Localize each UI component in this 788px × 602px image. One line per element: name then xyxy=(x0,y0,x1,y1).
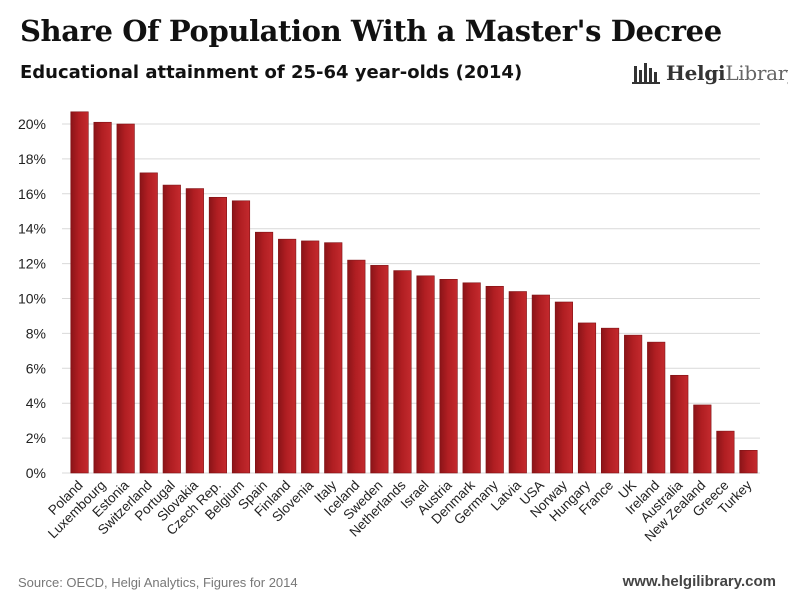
bar-spain xyxy=(255,231,274,474)
bar-luxembourg xyxy=(93,121,112,474)
bar-greece xyxy=(716,430,735,474)
bar-israel xyxy=(416,275,435,474)
bar-hungary xyxy=(577,322,597,474)
chart-subtitle: Educational attainment of 25-64 year-old… xyxy=(20,62,523,83)
bar-norway xyxy=(554,301,573,474)
y-tick-label: 0% xyxy=(26,465,46,481)
y-tick-label: 2% xyxy=(26,430,46,446)
bar-italy xyxy=(324,242,343,474)
bar-turkey xyxy=(739,450,758,474)
logo-text: HelgiLibrary xyxy=(666,61,788,85)
y-tick-label: 18% xyxy=(18,151,46,167)
bar-iceland xyxy=(347,259,366,474)
bar-slovenia xyxy=(301,240,320,474)
y-tick-label: 16% xyxy=(18,186,46,202)
bar-ireland xyxy=(647,341,666,474)
bar-austria xyxy=(439,279,458,474)
x-axis: PolandLuxembourgEstoniaSwitzerlandPortug… xyxy=(45,477,755,544)
y-tick-label: 20% xyxy=(18,116,46,132)
y-tick-label: 6% xyxy=(26,360,46,376)
y-tick-label: 12% xyxy=(18,256,46,272)
bar-france xyxy=(600,327,620,474)
bar-estonia xyxy=(116,123,135,474)
bar-portugal xyxy=(162,184,181,474)
bar-sweden xyxy=(370,265,389,474)
bar-finland xyxy=(278,238,297,474)
y-tick-label: 8% xyxy=(26,325,46,341)
y-tick-label: 14% xyxy=(18,221,46,237)
bar-netherlands xyxy=(393,270,412,474)
bar-czech-rep xyxy=(208,196,227,474)
bar-switzerland xyxy=(139,172,158,474)
bar-slovakia xyxy=(185,188,204,474)
bars xyxy=(70,111,758,474)
bar-new-zealand xyxy=(693,404,712,474)
bar-germany xyxy=(485,285,504,474)
bar-uk xyxy=(624,334,643,474)
bar-denmark xyxy=(462,282,481,474)
bar-poland xyxy=(70,111,89,474)
bar-latvia xyxy=(508,291,527,474)
bar-chart: 0% 2% 4% 6% 8% 10% 12% 14% 16% 18% 20% PolandLuxem… xyxy=(18,111,760,544)
bar-australia xyxy=(670,374,689,474)
site-link[interactable]: www.helgilibrary.com xyxy=(622,573,776,590)
helgi-library-logo[interactable]: HelgiLibrary xyxy=(632,60,788,86)
helgi-library-logo-icon xyxy=(632,63,660,84)
y-tick-label: 10% xyxy=(18,291,46,307)
chart-title: Share Of Population With a Master's Decr… xyxy=(20,14,722,48)
source-note: Source: OECD, Helgi Analytics, Figures f… xyxy=(18,575,298,590)
y-tick-label: 4% xyxy=(26,395,46,411)
bar-usa xyxy=(531,294,550,474)
y-axis: 0% 2% 4% 6% 8% 10% 12% 14% 16% 18% 20% xyxy=(18,116,46,481)
bar-belgium xyxy=(231,200,251,474)
